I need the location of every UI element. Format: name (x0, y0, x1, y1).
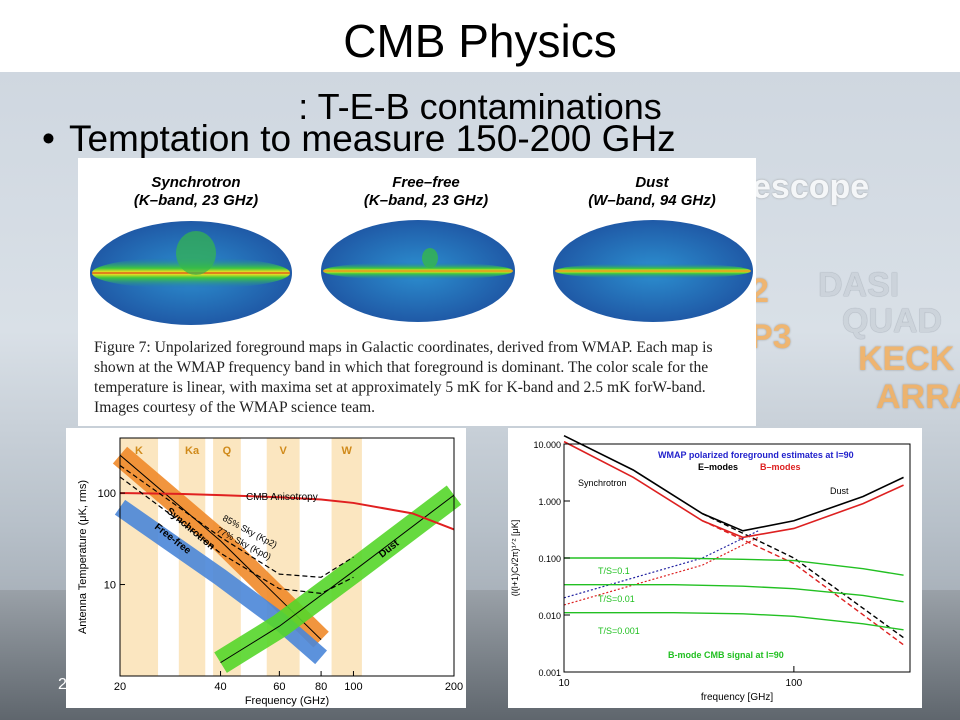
bullet-dot: • (42, 118, 55, 159)
map-band: (K–band, 23 GHz) (133, 192, 259, 209)
bg-word-p3: P3 (750, 318, 792, 356)
y-tick-label: 10 (104, 580, 116, 592)
synchrotron-only-b (702, 520, 904, 646)
figure-caption: Figure 7: Unpolarized foreground maps in… (94, 339, 713, 416)
map-title-synchrotron: Synchrotron (K–band, 23 GHz) (96, 174, 296, 210)
polarized-foreground-plot: 10 100 0.001 0.010 0.100 1.000 10.000 frequency… (510, 434, 911, 703)
map-title-freefree: Free–free (K–band, 23 GHz) (326, 174, 526, 210)
x-tick-label: 60 (273, 681, 285, 693)
plot-frame (119, 437, 455, 677)
annotation-ts-0.01: T/S=0.01 (598, 594, 635, 604)
freefree-band (114, 499, 328, 665)
map-band: (K–band, 23 GHz) (363, 192, 489, 209)
map-band: (W–band, 94 GHz) (588, 192, 716, 209)
annotation-ts-0.001: T/S=0.001 (598, 626, 640, 636)
map-title-dust: Dust (W–band, 94 GHz) (552, 174, 752, 210)
band-label: V (280, 445, 288, 457)
annotation-cmb: CMB Anisotropy (246, 492, 318, 503)
x-tick-label: 40 (214, 681, 226, 693)
bmode-curve (563, 440, 904, 539)
sky-maps (90, 220, 753, 325)
cmb-curve (119, 492, 455, 531)
synchrotron-only-e (702, 513, 904, 639)
map-synchrotron (90, 221, 292, 325)
x-axis-label: Frequency (GHz) (245, 695, 329, 707)
bg-word-quad: QUAD (842, 302, 943, 340)
annotation-dust: Dust (830, 486, 849, 496)
ts-0.1-curve (564, 557, 904, 576)
x-tick-label: 200 (445, 681, 463, 693)
dust-edge (220, 494, 455, 664)
y-tick-label: 0.010 (538, 611, 561, 621)
x-tick-label: 20 (114, 681, 126, 693)
legend-emodes: E–modes (698, 462, 738, 472)
annotation-ts-0.1: T/S=0.1 (598, 566, 630, 576)
bg-word-dasi: DASI (818, 266, 900, 304)
emode-curve (563, 434, 904, 532)
x-tick-label: 10 (558, 678, 570, 689)
x-axis-label: frequency [GHz] (701, 692, 773, 703)
antenna-temperature-plot: K Ka Q V W 20 40 60 80 100 200 10 100 Frequency (GHz)… (77, 437, 463, 707)
x-tick-label: 100 (344, 681, 362, 693)
band-label: K (135, 445, 143, 457)
bg-word-escope: escope (752, 168, 870, 206)
map-name: Free–free (392, 174, 460, 191)
kp2-curve (119, 465, 354, 578)
map-name: Synchrotron (151, 174, 241, 191)
y-tick-label: 10.000 (533, 440, 561, 450)
bg-word-keck: KECK (858, 340, 955, 378)
y-axis-label: Antenna Temperature (μK, rms) (77, 480, 89, 634)
x-tick-label: 80 (315, 681, 327, 693)
bullet-text: Temptation to measure 150-200 GHz (68, 118, 676, 159)
maps-figure: Synchrotron (K–band, 23 GHz) Free–free (… (78, 158, 756, 426)
bg-word-array: ARRAY (876, 378, 960, 416)
y-axis-label: (l(l+1)Cₗ/2π)¹ᐟ² [μK] (510, 520, 520, 596)
kp0-curve (119, 476, 354, 595)
bullet-item: • Temptation to measure 150-200 GHz (42, 118, 676, 160)
y-tick-label: 0.100 (538, 554, 561, 564)
ts-0.001-curve (564, 611, 904, 631)
slide-subtitle: : T-E-B contaminations (298, 86, 662, 127)
chart-antenna-temperature: K Ka Q V W 20 40 60 80 100 200 10 100 Frequency (GHz)… (66, 428, 466, 708)
chart-polarized-foregrounds: 10 100 0.001 0.010 0.100 1.000 10.000 frequency… (508, 428, 922, 708)
y-tick-label: 1.000 (538, 497, 561, 507)
annotation-bmode-cmb: B-mode CMB signal at l=90 (668, 650, 784, 660)
dust-only-e (563, 530, 759, 599)
band-label: W (342, 445, 353, 457)
annotation-synchrotron: Synchrotron (578, 478, 627, 488)
ts-0.01-curve (564, 584, 904, 603)
x-tick-label: 100 (786, 678, 803, 689)
band-label: Q (223, 445, 232, 457)
legend-bmodes: B–modes (760, 462, 801, 472)
map-dust (553, 220, 753, 322)
y-tick-label: 100 (98, 488, 116, 500)
page-number: 2 (58, 676, 67, 693)
chart-title: WMAP polarized foreground estimates at l… (658, 450, 854, 460)
dust-only-b (563, 536, 759, 606)
band-label: Ka (185, 445, 200, 457)
map-name: Dust (635, 174, 669, 191)
map-freefree (321, 220, 515, 322)
slide-title: CMB Physics (343, 15, 617, 67)
y-tick-label: 0.001 (538, 668, 561, 678)
